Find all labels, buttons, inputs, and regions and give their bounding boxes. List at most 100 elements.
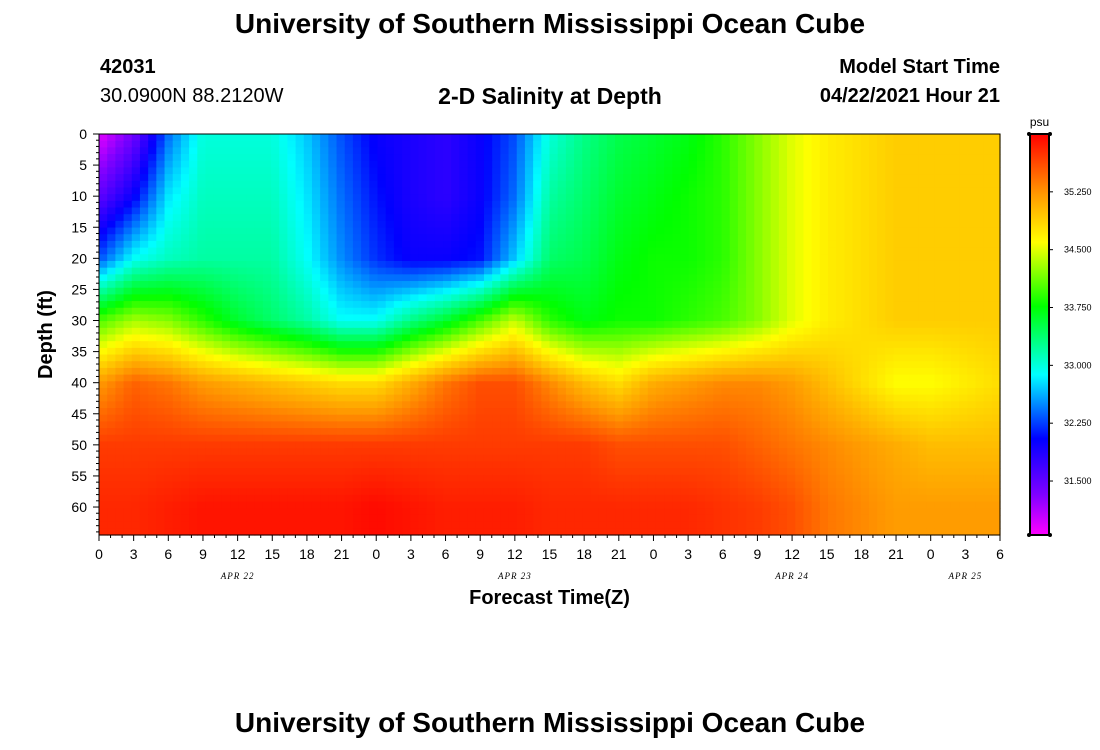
heatmap-cell [590,247,600,255]
heatmap-cell [320,180,329,189]
heatmap-cell [483,287,493,295]
heatmap-cell [754,194,764,202]
heatmap-cell [336,394,346,402]
heatmap-cell [696,307,706,316]
heatmap-cell [459,234,469,242]
heatmap-cell [115,334,125,342]
heatmap-cell [467,200,477,209]
heatmap-cell [901,401,911,409]
heatmap-cell [393,174,403,182]
heatmap-cell [811,307,821,316]
heatmap-cell [271,187,280,195]
heatmap-cell [344,200,354,209]
heatmap-cell [991,374,1001,382]
heatmap-cell [393,314,403,322]
heatmap-cell [254,194,264,202]
heatmap-cell [475,214,485,222]
heatmap-cell [475,227,485,235]
heatmap-cell [221,307,231,316]
heatmap-cell [221,361,231,369]
heatmap-cell [639,314,649,322]
heatmap-cell [705,307,714,316]
heatmap-cell [459,367,469,376]
heatmap-cell [762,287,772,295]
heatmap-cell [606,414,616,422]
heatmap-cell [688,408,698,416]
heatmap-cell [287,354,297,362]
heatmap-cell [762,180,772,189]
heatmap-cell [541,214,551,222]
heatmap-cell [582,220,592,229]
heatmap-cell [860,408,870,416]
heatmap-cell [574,347,583,356]
heatmap-cell [885,294,895,302]
heatmap-cell [295,240,305,249]
heatmap-cell [827,167,837,175]
heatmap-cell [328,401,338,409]
heatmap-cell [336,401,346,409]
heatmap-cell [180,227,190,235]
heatmap-cell [795,174,805,182]
heatmap-cell [565,147,575,155]
heatmap-cell [787,294,796,302]
heatmap-cell [598,334,608,342]
heatmap-cell [533,274,542,282]
heatmap-cell [131,247,141,255]
heatmap-cell [213,294,223,302]
heatmap-cell [582,421,592,429]
heatmap-cell [983,341,993,349]
heatmap-cell [410,220,420,229]
heatmap-cell [557,247,567,255]
heatmap-cell [369,321,379,329]
heatmap-cell [623,381,633,389]
heatmap-cell [655,267,665,275]
heatmap-cell [385,287,395,295]
heatmap-cell [311,254,321,262]
heatmap-cell [942,160,952,169]
heatmap-cell [393,180,403,189]
heatmap-cell [221,267,231,275]
heatmap-cell [492,414,501,422]
heatmap-cell [770,174,780,182]
heatmap-cell [492,240,501,249]
heatmap-cell [860,394,870,402]
heatmap-cell [959,154,968,162]
heatmap-cell [746,381,755,389]
heatmap-cell [336,287,346,295]
heatmap-cell [623,374,633,382]
heatmap-cell [950,220,960,229]
heatmap-cell [459,274,469,282]
heatmap-cell [328,347,338,356]
heatmap-cell [950,180,960,189]
heatmap-cell [410,240,420,249]
heatmap-cell [647,214,657,222]
heatmap-cell [926,214,936,222]
heatmap-cell [852,154,862,162]
heatmap-cell [549,160,559,169]
heatmap-cell [688,361,698,369]
heatmap-cell [443,227,452,235]
heatmap-cell [819,200,829,209]
heatmap-cell [631,207,641,215]
heatmap-cell [942,354,952,362]
heatmap-cell [762,381,772,389]
heatmap-cell [377,267,387,275]
heatmap-cell [770,341,780,349]
heatmap-cell [934,147,944,155]
heatmap-cell [836,307,845,316]
heatmap-cell [975,267,985,275]
heatmap-cell [295,401,305,409]
heatmap-cell [606,381,616,389]
heatmap-cell [524,160,534,169]
heatmap-cell [647,240,657,249]
heatmap-cell [189,174,198,182]
heatmap-cell [664,414,673,422]
heatmap-cell [205,434,215,443]
heatmap-cell [320,160,329,169]
heatmap-cell [197,408,207,416]
heatmap-cell [385,408,395,416]
heatmap-cell [705,354,714,362]
heatmap-cell [238,414,248,422]
heatmap-cell [827,247,837,255]
heatmap-cell [303,408,313,416]
